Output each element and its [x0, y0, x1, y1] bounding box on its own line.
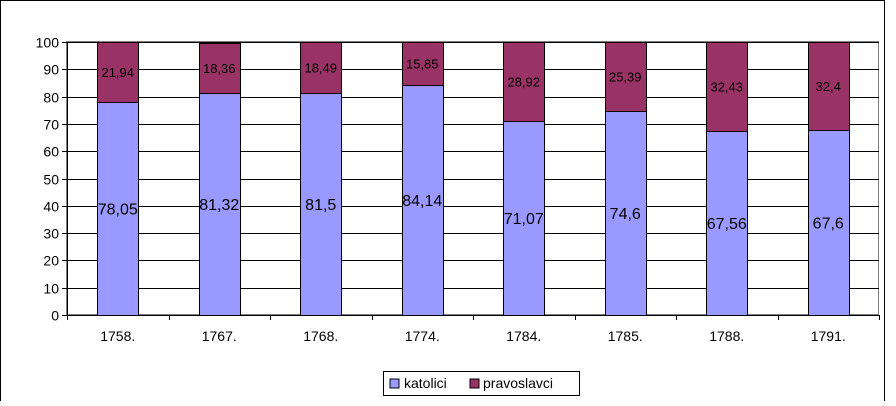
bar-katolici: [605, 111, 647, 316]
bar-pravoslavci: [97, 42, 139, 103]
plot-area-border: [66, 41, 879, 315]
x-tick-label: 1758.: [100, 328, 135, 344]
bar-pravoslavci: [402, 42, 444, 86]
data-label-pravoslavci: 21,94: [101, 65, 134, 80]
x-tick-label: 1784.: [506, 328, 541, 344]
legend: katolici pravoslavci: [383, 371, 580, 396]
bar-pravoslavci: [706, 42, 748, 132]
data-label-pravoslavci: 25,39: [609, 70, 642, 85]
y-tick-label: 20: [43, 253, 59, 269]
data-label-katolici: 71,07: [504, 211, 544, 228]
data-label-katolici: 78,05: [98, 201, 138, 218]
data-label-katolici: 67,56: [707, 216, 747, 233]
data-label-katolici: 81,32: [199, 197, 239, 214]
bar-katolici: [808, 130, 850, 316]
bar-pravoslavci: [808, 42, 850, 131]
legend-label-pravoslavci: pravoslavci: [483, 375, 553, 391]
bar-katolici: [97, 102, 139, 316]
y-tick-label: 40: [43, 199, 59, 215]
bar-katolici: [503, 121, 545, 316]
x-axis: 1758. 1767. 1768. 1774. 1784. 1785. 1788. 1791.: [67, 315, 880, 344]
legend-swatch-pravoslavci: [469, 378, 480, 389]
bar-pravoslavci: [503, 42, 545, 122]
bar-pravoslavci: [300, 42, 342, 94]
data-label-katolici: 74,6: [610, 206, 641, 223]
data-label-pravoslavci: 32,43: [710, 79, 743, 94]
data-label-pravoslavci: 15,85: [406, 57, 439, 72]
y-tick-label: 100: [36, 35, 60, 51]
data-label-pravoslavci: 18,49: [304, 60, 337, 75]
x-tick-label: 1774.: [405, 328, 440, 344]
y-tick-label: 30: [43, 226, 59, 242]
x-tick-label: 1791.: [811, 328, 846, 344]
x-tick-label: 1788.: [709, 328, 744, 344]
y-axis: 0 10 20 30 40 50 60 70 80 90 100: [36, 35, 68, 324]
y-tick-label: 50: [43, 172, 59, 188]
data-label-pravoslavci: 32,4: [816, 79, 841, 94]
bar-pravoslavci: [199, 43, 241, 94]
bar-pravoslavci: [605, 42, 647, 112]
bar-katolici: [300, 93, 342, 316]
x-tick-label: 1767.: [202, 328, 237, 344]
y-tick-label: 70: [43, 117, 59, 133]
data-label-pravoslavci: 18,36: [203, 61, 236, 76]
legend-box: [383, 371, 580, 396]
data-labels: 78,05 21,94 81,32 18,36 81,5 18,49 84,14 15,85 7…: [98, 57, 844, 233]
data-label-katolici: 67,6: [813, 216, 844, 233]
y-tick-label: 60: [43, 144, 59, 160]
x-tick-label: 1768.: [303, 328, 338, 344]
y-tick-label: 90: [43, 62, 59, 78]
y-tick-label: 10: [43, 281, 59, 297]
bar-katolici: [199, 93, 241, 316]
bars: [97, 42, 850, 316]
bar-katolici: [402, 85, 444, 316]
legend-swatch-katolici: [389, 378, 400, 389]
data-label-katolici: 84,14: [402, 193, 442, 210]
legend-label-katolici: katolici: [404, 375, 447, 391]
data-label-pravoslavci: 28,92: [507, 75, 540, 90]
x-tick-label: 1785.: [608, 328, 643, 344]
y-tick-label: 80: [43, 90, 59, 106]
y-tick-label: 0: [51, 308, 59, 324]
data-label-katolici: 81,5: [305, 197, 336, 214]
